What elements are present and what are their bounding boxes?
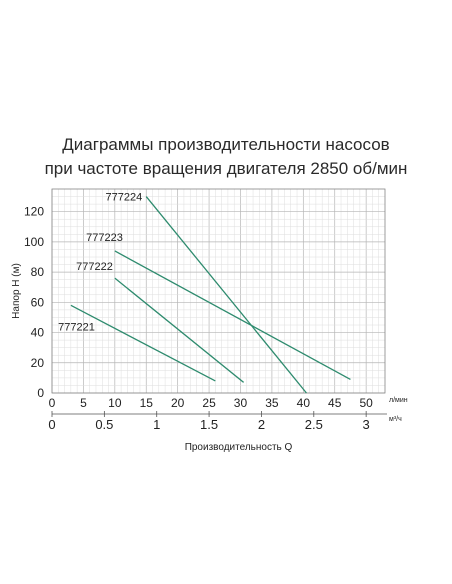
- series-line-777223: [114, 250, 351, 380]
- y-tick-label: 0: [37, 386, 44, 400]
- x-unit-lmin: л/мин: [389, 397, 408, 404]
- y-axis-ticks: 0 20 40 60 80 100 120: [24, 205, 44, 400]
- x-unit-m3h: м³/ч: [389, 416, 402, 423]
- x-tick-label-m3h: 2: [258, 417, 265, 432]
- y-tick-label: 100: [24, 235, 44, 249]
- x-tick-label-lmin: 35: [265, 396, 279, 410]
- series-labels: 777221 777222 777223 777224: [58, 192, 142, 334]
- x-tick-label-m3h: 1.5: [200, 417, 218, 432]
- x-tick-label-m3h: 0: [48, 417, 55, 432]
- x-tick-label-lmin: 40: [297, 396, 311, 410]
- x-tick-label-m3h: 0.5: [95, 417, 113, 432]
- y-tick-label: 20: [31, 356, 45, 370]
- x-tick-label-lmin: 20: [171, 396, 185, 410]
- y-tick-label: 40: [31, 326, 45, 340]
- y-tick-label: 120: [24, 205, 44, 219]
- y-axis-label: Напор H (м): [11, 263, 22, 319]
- series-line-777222: [114, 277, 245, 383]
- plot-frame: [51, 188, 386, 394]
- chart-title-line-1: Диаграммы производительности насосов: [62, 135, 390, 154]
- y-tick-label: 80: [31, 265, 45, 279]
- x-tick-label-lmin: 15: [140, 396, 154, 410]
- x-tick-label-m3h: 2.5: [305, 417, 323, 432]
- series-label-777223: 777223: [86, 232, 123, 244]
- series-label-777222: 777222: [76, 261, 113, 273]
- x-tick-label-lmin: 10: [108, 396, 122, 410]
- x-tick-label-lmin: 45: [328, 396, 342, 410]
- series-label-777224: 777224: [106, 192, 143, 204]
- x-axis-ticks-lmin: 0 5 10 15 20 25 30 35 40 45 50: [49, 396, 373, 410]
- x-tick-label-lmin: 5: [80, 396, 87, 410]
- series-lines: [70, 196, 351, 394]
- x-tick-label-lmin: 25: [202, 396, 216, 410]
- y-tick-label: 60: [31, 295, 45, 309]
- series-label-777221: 777221: [58, 321, 95, 333]
- x-tick-label-lmin: 30: [234, 396, 248, 410]
- x-axis-ticks-m3h: 0 0.5 1 1.5 2 2.5 3: [48, 411, 387, 432]
- x-axis-label: Производительность Q: [185, 442, 293, 453]
- x-tick-label-m3h: 1: [153, 417, 160, 432]
- chart-title-line-2: при частоте вращения двигателя 2850 об/м…: [44, 159, 408, 178]
- x-tick-label-lmin: 0: [49, 396, 56, 410]
- grid: [51, 188, 386, 394]
- x-tick-label-lmin: 50: [359, 396, 373, 410]
- series-line-777224: [145, 196, 307, 394]
- x-tick-label-m3h: 3: [363, 417, 370, 432]
- series-line-777221: [70, 304, 216, 382]
